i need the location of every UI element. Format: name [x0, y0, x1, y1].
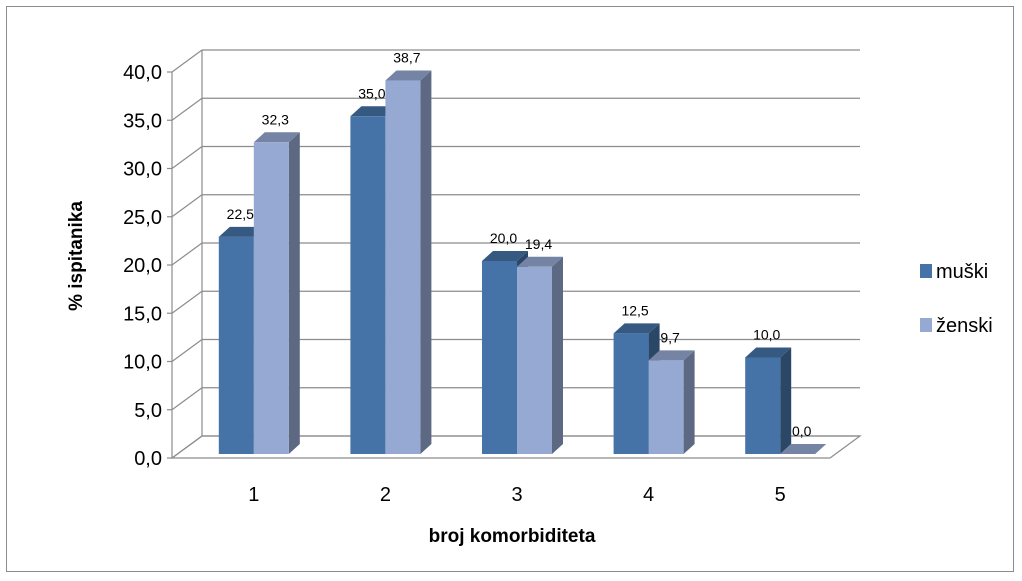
- gridline-side: [171, 339, 203, 362]
- tick-labels: 0,0 5,0 10,0 15,0 20,0 25,0 30,0 35,0 40,0 1 2 3 4 5: [123, 62, 786, 506]
- y-tick-label: 30,0: [123, 159, 162, 181]
- y-tick-label: 10,0: [123, 352, 162, 374]
- bar-muski-4-front: [613, 333, 649, 454]
- bar-zenski-2: [385, 70, 432, 455]
- bar-zenski-4-top: [648, 350, 695, 361]
- bar-muski-5-side: [780, 347, 792, 454]
- x-tick-label: 2: [380, 484, 391, 506]
- bars: [218, 70, 827, 455]
- x-tick-label: 1: [248, 484, 259, 506]
- y-tick-label: 20,0: [123, 255, 162, 277]
- bar-zenski-3-side: [552, 256, 563, 454]
- bar-muski-2-front: [350, 116, 386, 454]
- legend-label-zenski: ženski: [936, 315, 993, 337]
- y-tick-label: 15,0: [123, 303, 162, 325]
- bar-muski-3-front: [482, 261, 517, 454]
- bar-zenski-2-top: [385, 70, 432, 81]
- data-label-zenski-1: 32,3: [262, 111, 289, 127]
- gridline-side: [171, 387, 203, 411]
- bar-zenski-5-top: [780, 444, 827, 454]
- bar-muski-3-top: [482, 251, 528, 261]
- y-tick-label: 40,0: [123, 62, 162, 84]
- bar-zenski-3: [517, 256, 563, 454]
- data-label-muski-5: 10,0: [753, 327, 780, 343]
- y-tick-label: 0,0: [134, 448, 162, 470]
- y-tick-label: 5,0: [134, 400, 162, 422]
- legend-swatch-zenski: [920, 318, 932, 332]
- bar-zenski-3-top: [517, 256, 563, 267]
- bar-zenski-2-side: [420, 70, 432, 455]
- x-tick-label: 4: [643, 484, 654, 506]
- bar-zenski-2-front: [385, 80, 421, 455]
- y-axis-title: % ispitanika: [66, 201, 87, 311]
- gridline-side: [171, 97, 203, 121]
- data-label-muski-1: 22,5: [227, 206, 254, 222]
- bar-zenski-3-front: [517, 266, 552, 454]
- bar-muski-5-top: [745, 347, 792, 358]
- data-label-zenski-3: 19,4: [525, 236, 552, 252]
- data-label-muski-4: 12,5: [621, 302, 648, 318]
- gridline-side: [171, 435, 203, 459]
- x-tick-label: 5: [775, 484, 786, 506]
- bar-muski-5: [745, 347, 792, 454]
- axes: [167, 50, 203, 459]
- data-label-zenski-2: 38,7: [393, 50, 420, 66]
- gridline-side: [171, 290, 203, 314]
- y-tick-label: 25,0: [123, 207, 162, 229]
- gridline-side: [171, 146, 203, 169]
- bar-muski-5-front: [745, 357, 781, 454]
- legend: muški ženski: [920, 261, 993, 337]
- bar-zenski-4-front: [648, 360, 684, 454]
- data-label-zenski-4: 9,7: [660, 329, 680, 345]
- bar-muski-1-front: [218, 236, 254, 454]
- bar-zenski-1-front: [253, 142, 289, 454]
- x-tick-label: 3: [511, 484, 522, 506]
- bar-zenski-5: [780, 444, 827, 454]
- data-labels: 22,5 32,3 35,0 38,7 20,0 19,4 12,5 9,7 10,0 0,0: [227, 50, 812, 439]
- gridline-side: [171, 194, 203, 218]
- bar-muski-2-top: [350, 106, 397, 117]
- gridline-side: [171, 49, 203, 73]
- bar-zenski-4-side: [683, 350, 695, 454]
- data-label-muski-2: 35,0: [358, 85, 385, 101]
- bar-zenski-4: [648, 350, 695, 454]
- data-label-zenski-5: 0,0: [792, 423, 812, 439]
- gridline-side: [171, 242, 203, 266]
- bar-zenski-1-top: [253, 132, 300, 143]
- data-label-muski-3: 20,0: [490, 230, 517, 246]
- legend-swatch-muski: [920, 264, 932, 278]
- bar-muski-4-top: [613, 323, 660, 334]
- y-tick-label: 35,0: [123, 110, 162, 132]
- x-axis-title: broj komorbiditeta: [429, 526, 596, 547]
- bar-muski-1-top: [218, 226, 265, 237]
- bar-zenski-1-side: [288, 132, 300, 454]
- bar-zenski-1: [253, 132, 300, 454]
- legend-label-muski: muški: [936, 261, 988, 283]
